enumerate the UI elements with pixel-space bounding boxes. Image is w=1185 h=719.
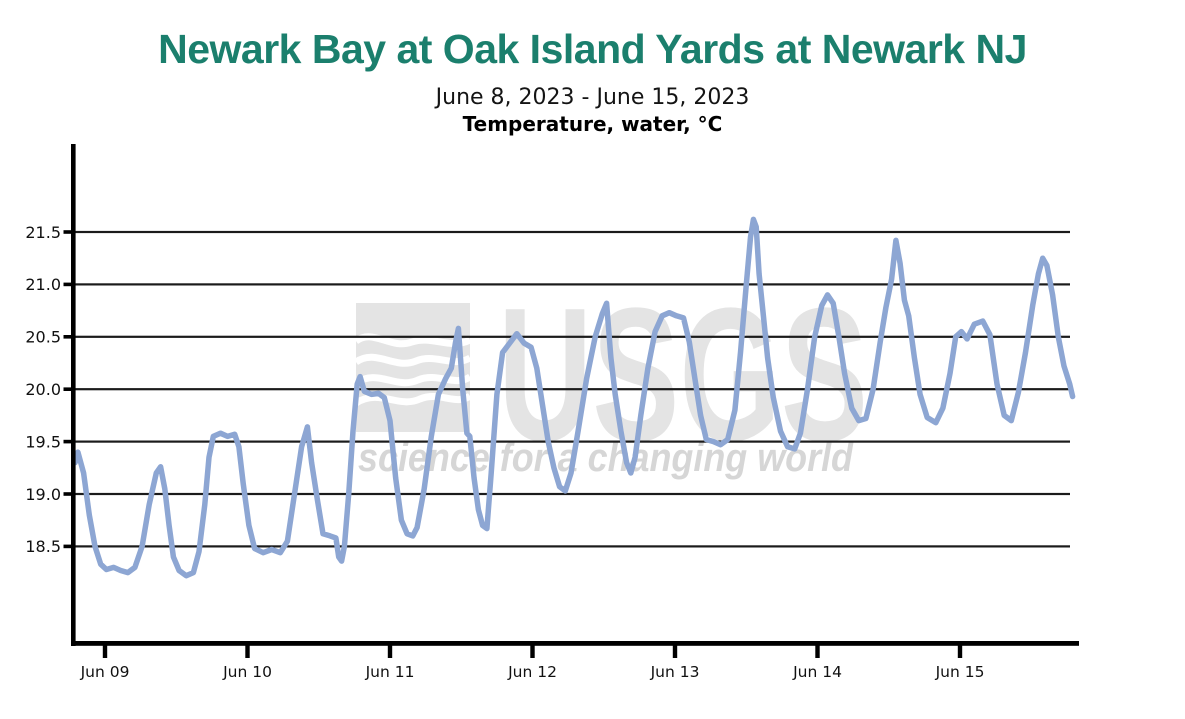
x-tick <box>672 645 678 658</box>
y-grid-line <box>75 230 1070 234</box>
x-tick-label: Jun 10 <box>222 663 272 681</box>
usgs-tagline: science for a changing world <box>358 436 854 480</box>
x-tick <box>387 645 393 658</box>
y-tick <box>63 230 72 234</box>
x-tick-label: Jun 12 <box>507 663 557 681</box>
y-tick-label: 19.0 <box>25 485 61 504</box>
date-range-subtitle: June 8, 2023 - June 15, 2023 <box>435 85 750 110</box>
y-tick <box>63 492 72 496</box>
y-grid-line <box>75 388 1070 391</box>
y-tick-labels: 21.5 21.0 20.5 20.0 19.5 19.0 18.5 <box>25 223 61 556</box>
x-tick <box>957 645 963 658</box>
x-ticks <box>102 645 963 658</box>
x-tick <box>815 645 820 658</box>
y-axis <box>71 144 76 646</box>
x-axis <box>71 641 1079 646</box>
usgs-logo-text: USGS <box>498 269 868 481</box>
y-tick <box>63 282 72 287</box>
y-tick <box>63 387 72 391</box>
y-grid-line <box>75 283 1070 286</box>
y-ticks <box>63 230 72 549</box>
x-tick-label: Jun 14 <box>792 663 842 681</box>
x-tick <box>530 645 535 658</box>
y-grid-line <box>75 335 1070 338</box>
x-tick-label: Jun 15 <box>935 663 985 681</box>
y-tick-label: 20.0 <box>25 380 61 399</box>
y-tick-label: 19.5 <box>25 432 61 451</box>
x-tick-label: Jun 11 <box>365 663 415 681</box>
x-tick-label: Jun 09 <box>80 663 130 681</box>
x-tick <box>102 645 108 658</box>
y-tick-label: 21.5 <box>25 223 61 242</box>
y-tick-label: 18.5 <box>25 537 61 556</box>
parameter-label: Temperature, water, °C <box>462 112 723 136</box>
y-tick <box>63 544 72 549</box>
y-grid-line <box>75 545 1070 548</box>
y-tick-label: 21.0 <box>25 275 61 294</box>
x-tick-label: Jun 13 <box>650 663 700 681</box>
y-tick <box>63 335 72 339</box>
y-grid-line <box>75 492 1070 496</box>
temperature-line <box>72 216 1076 579</box>
series-group <box>72 216 1076 579</box>
y-tick <box>63 439 72 444</box>
y-tick-label: 20.5 <box>25 328 61 347</box>
page-title: Newark Bay at Oak Island Yards at Newark… <box>158 26 1027 72</box>
x-tick-labels: Jun 09 Jun 10 Jun 11 Jun 12 Jun 13 Jun 14 Jun … <box>80 663 985 681</box>
x-tick <box>245 645 250 658</box>
gridlines <box>75 230 1070 548</box>
y-grid-line <box>75 440 1070 443</box>
